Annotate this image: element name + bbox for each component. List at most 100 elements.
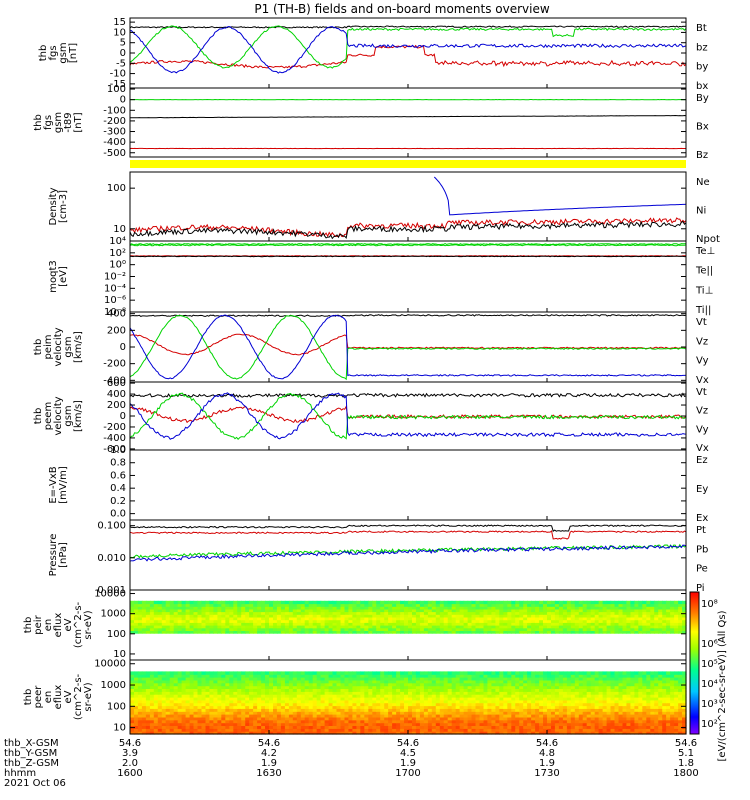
spectrogram-cell xyxy=(439,702,445,707)
spectrogram-cell xyxy=(312,705,318,709)
legend-entry: Pt xyxy=(696,525,706,536)
spectrogram-cell xyxy=(380,679,385,684)
spectrogram-cell xyxy=(352,622,357,626)
spectrogram-cell xyxy=(614,685,620,689)
spectrogram-cell xyxy=(415,625,421,629)
spectrogram-cell xyxy=(352,691,357,695)
spectrogram-cell xyxy=(535,616,540,621)
spectrogram-cell xyxy=(439,677,445,681)
spectrogram-cell xyxy=(336,699,342,704)
spectrogram-cell xyxy=(562,688,568,692)
spectrogram-cell xyxy=(149,630,155,634)
spectrogram-cell xyxy=(257,679,262,684)
spectrogram-cell xyxy=(638,708,643,712)
spectrogram-cell xyxy=(423,691,429,695)
spectrogram-cell xyxy=(447,699,453,704)
spectrogram-cell xyxy=(562,702,568,707)
spectrogram-cell xyxy=(598,625,604,629)
spectrogram-cell xyxy=(368,616,373,621)
spectrogram-cell xyxy=(574,716,580,721)
spectrogram-cell xyxy=(344,630,350,634)
spectrogram-cell xyxy=(360,702,365,707)
spectrogram-cell xyxy=(602,674,608,678)
spectrogram-cell xyxy=(582,714,588,718)
spectrogram-cell xyxy=(527,699,532,704)
spectrogram-cell xyxy=(435,608,441,613)
spectrogram-cell xyxy=(574,606,580,610)
spectrogram-cell xyxy=(336,722,342,726)
spectrogram-cell xyxy=(678,677,683,681)
spectrogram-cell xyxy=(590,603,596,607)
spectrogram-cell xyxy=(209,694,214,698)
spectrogram-cell xyxy=(269,606,274,610)
spectrogram-cell xyxy=(586,606,592,610)
spectrogram-cell xyxy=(491,608,496,613)
spectrogram-cell xyxy=(554,699,560,704)
spectrogram-cell xyxy=(316,694,322,698)
spectrogram-cell xyxy=(427,627,433,631)
spectrogram-cell xyxy=(193,714,199,718)
spectrogram-cell xyxy=(237,708,242,712)
spectrogram-cell xyxy=(515,674,520,678)
spectrogram-cell xyxy=(491,682,496,687)
spectrogram-cell xyxy=(511,708,516,712)
spectrogram-cell xyxy=(467,608,473,613)
spectrogram-cell xyxy=(292,731,298,735)
spectrogram-cell xyxy=(427,614,433,618)
legend-entry: Ni xyxy=(696,206,706,217)
spectrogram-cell xyxy=(467,630,473,634)
spectrogram-cell xyxy=(511,688,516,692)
spectrogram-cell xyxy=(479,685,485,689)
spectrogram-cell xyxy=(280,688,286,692)
spectrogram-cell xyxy=(543,722,548,726)
y-axis-label-line: gsm xyxy=(53,112,64,133)
spectrogram-cell xyxy=(578,697,584,701)
spectrogram-cell xyxy=(566,731,572,735)
spectrogram-cell xyxy=(312,694,318,698)
spectrogram-cell xyxy=(590,685,596,689)
y-tick-label: 600 xyxy=(107,378,126,389)
spectrogram-cell xyxy=(654,625,659,629)
spectrogram-cell xyxy=(233,708,238,712)
spectrogram-cell xyxy=(388,685,393,689)
spectrogram-cell xyxy=(419,677,425,681)
y-tick-label: 0 xyxy=(120,95,126,106)
spectrogram-cell xyxy=(539,606,544,610)
spectrogram-cell xyxy=(682,625,687,629)
spectrogram-cell xyxy=(666,711,671,715)
spectrogram-cell xyxy=(364,608,369,613)
spectrogram-cell xyxy=(412,699,417,704)
spectrogram-cell xyxy=(479,622,485,626)
spectrogram-cell xyxy=(479,674,485,678)
spectrogram-cell xyxy=(364,679,369,684)
spectrogram-cell xyxy=(562,716,568,721)
spectrogram-cell xyxy=(658,722,663,726)
spectrogram-cell xyxy=(225,630,230,634)
spectrogram-cell xyxy=(539,705,544,709)
spectrogram-cell xyxy=(145,725,151,729)
spectrogram-cell xyxy=(165,697,171,701)
spectrogram-cell xyxy=(539,728,544,732)
spectrogram-cell xyxy=(197,688,203,692)
spectrogram-cell xyxy=(590,682,596,687)
spectrogram-cell xyxy=(344,616,350,621)
spectrogram-cell xyxy=(630,722,635,726)
spectrogram-cell xyxy=(678,616,683,621)
spectrogram-cell xyxy=(471,697,477,701)
spectrogram-cell xyxy=(137,694,143,698)
spectrogram-cell xyxy=(618,622,624,626)
spectrogram-cell xyxy=(622,614,628,618)
spectrogram-cell xyxy=(670,608,675,613)
spectrogram-cell xyxy=(360,714,365,718)
spectrogram-cell xyxy=(606,682,612,687)
spectrogram-cell xyxy=(241,627,246,631)
spectrogram-cell xyxy=(606,606,612,610)
spectrogram-cell xyxy=(169,694,175,698)
spectrogram-cell xyxy=(257,697,262,701)
spectrogram-cell xyxy=(562,608,568,613)
spectrogram-cell xyxy=(646,711,651,715)
spectrogram-cell xyxy=(606,699,612,704)
spectrogram-cell xyxy=(451,608,457,613)
spectrogram-cell xyxy=(626,714,631,718)
spectrogram-cell xyxy=(447,691,453,695)
